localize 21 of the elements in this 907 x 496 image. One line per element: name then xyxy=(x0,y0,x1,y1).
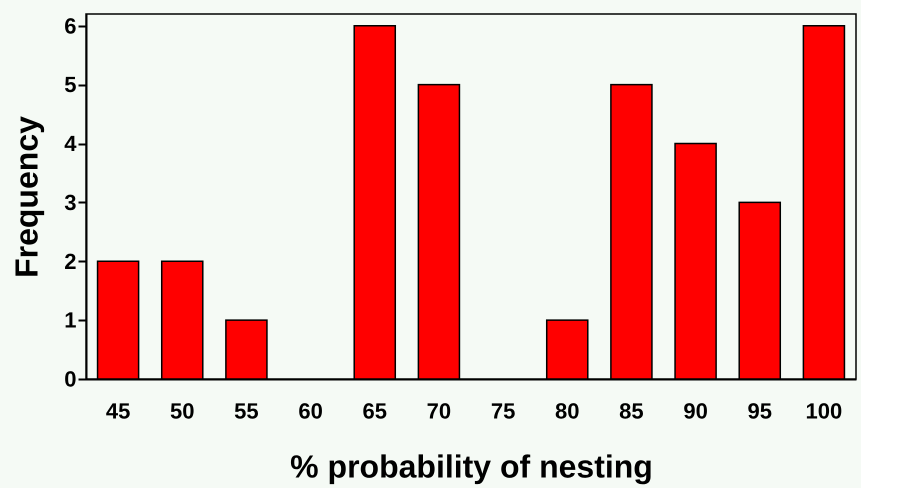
y-tick-label: 2 xyxy=(64,248,76,274)
x-tick-label: 55 xyxy=(234,398,259,424)
x-axis-title: % probability of nesting xyxy=(290,448,653,484)
y-tick-label: 0 xyxy=(64,366,76,392)
y-tick-label: 4 xyxy=(64,131,78,156)
x-tick-label: 100 xyxy=(806,398,842,424)
x-tick-label: 75 xyxy=(490,398,516,424)
y-tick-label: 5 xyxy=(64,72,76,98)
y-tick-label: 3 xyxy=(64,190,76,215)
x-tick-label: 80 xyxy=(555,398,580,424)
x-tick-label: 65 xyxy=(362,398,387,424)
x-tick-label: 45 xyxy=(106,398,130,424)
x-tick-label: 60 xyxy=(298,398,323,424)
y-tick-label: 6 xyxy=(64,13,76,38)
x-tick-label: 90 xyxy=(683,398,708,424)
y-axis-title: Frequency xyxy=(8,116,44,278)
y-tick-label: 1 xyxy=(64,308,76,333)
x-tick-label: 70 xyxy=(426,398,452,424)
x-tick-label: 50 xyxy=(170,398,194,424)
x-tick-label: 95 xyxy=(748,398,772,424)
x-tick-label: 85 xyxy=(619,398,644,424)
